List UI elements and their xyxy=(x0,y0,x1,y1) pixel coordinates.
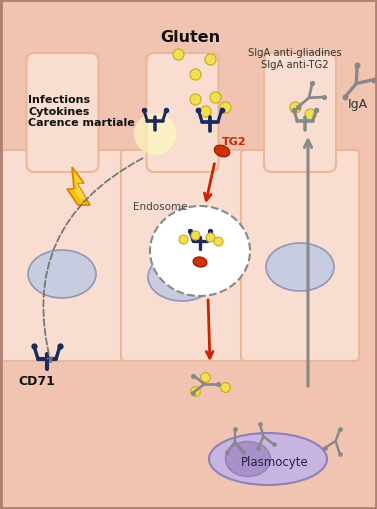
Ellipse shape xyxy=(266,243,334,292)
Text: Plasmocyte: Plasmocyte xyxy=(241,456,309,469)
Text: IgA: IgA xyxy=(348,98,368,111)
Text: CD71: CD71 xyxy=(18,374,55,387)
Polygon shape xyxy=(73,172,86,200)
Text: Gluten: Gluten xyxy=(160,30,220,45)
FancyArrowPatch shape xyxy=(43,159,143,362)
Text: Endosome: Endosome xyxy=(133,202,187,212)
Ellipse shape xyxy=(134,114,176,156)
Ellipse shape xyxy=(209,433,327,485)
FancyBboxPatch shape xyxy=(241,151,359,361)
Ellipse shape xyxy=(150,207,250,296)
Bar xyxy=(2,354,375,507)
Ellipse shape xyxy=(28,250,96,298)
Ellipse shape xyxy=(193,258,207,268)
FancyBboxPatch shape xyxy=(147,54,219,173)
Text: SIgA anti-gliadines
SIgA anti-TG2: SIgA anti-gliadines SIgA anti-TG2 xyxy=(248,48,342,69)
Text: TG2: TG2 xyxy=(222,137,247,147)
Ellipse shape xyxy=(148,253,216,301)
Ellipse shape xyxy=(214,146,230,158)
FancyBboxPatch shape xyxy=(26,54,98,173)
FancyBboxPatch shape xyxy=(264,54,336,173)
Text: Infections
Cytokines
Carence martiale: Infections Cytokines Carence martiale xyxy=(28,95,135,128)
Ellipse shape xyxy=(225,442,271,476)
FancyBboxPatch shape xyxy=(1,151,124,361)
Polygon shape xyxy=(67,167,90,206)
FancyBboxPatch shape xyxy=(121,151,244,361)
